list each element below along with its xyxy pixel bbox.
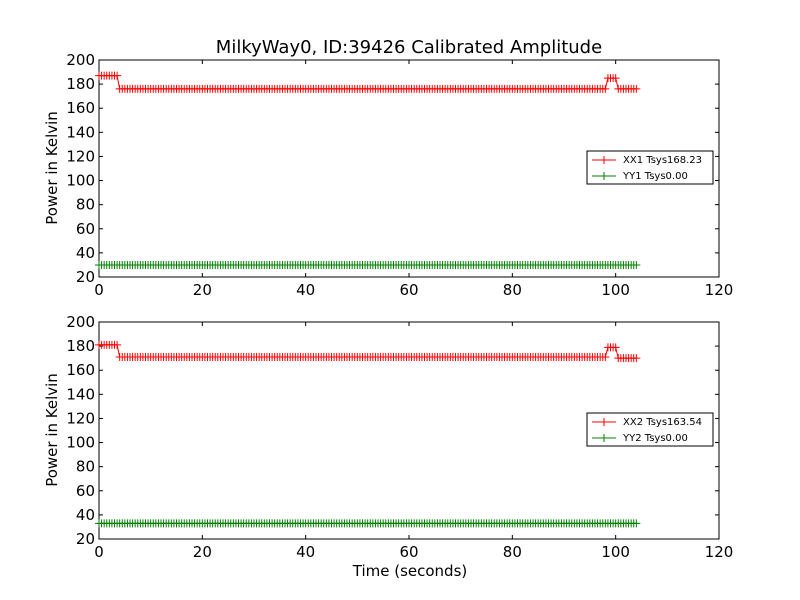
bottom-x-tick-label: 60	[399, 543, 418, 561]
top-x-tick-label: 120	[705, 281, 734, 299]
legend-marker-yy1	[600, 172, 608, 180]
legend-label-xx2: XX2 Tsys163.54	[623, 417, 702, 428]
top-series-yy	[95, 260, 641, 269]
bottom-data-point-marker	[632, 519, 641, 528]
bottom-y-tick-label: 100	[66, 434, 95, 452]
legend-marker-yy2	[600, 434, 608, 442]
bottom-data-point-marker	[601, 352, 610, 361]
top-data-point-marker	[632, 260, 641, 269]
top-x-tick-label: 0	[94, 281, 104, 299]
bottom-series-xx	[95, 340, 641, 363]
chart-title: MilkyWay0, ID:39426 Calibrated Amplitude	[216, 37, 602, 58]
top-x-tick-label: 80	[503, 281, 522, 299]
top-x-tick-label: 60	[399, 281, 418, 299]
top-x-tick-label: 100	[601, 281, 630, 299]
bottom-x-tick-label: 20	[193, 543, 212, 561]
legend-label-yy1: YY1 Tsys0.00	[622, 171, 688, 182]
bottom-legend: XX2 Tsys163.54 YY2 Tsys0.00	[586, 412, 714, 447]
legend-label-yy2: YY2 Tsys0.00	[622, 433, 688, 444]
bottom-y-tick-label: 160	[66, 361, 95, 379]
top-x-tick-label: 40	[296, 281, 315, 299]
top-data-point-marker	[611, 74, 620, 83]
bottom-y-axis-label: Power in Kelvin	[43, 373, 61, 487]
x-axis-label: Time (seconds)	[352, 562, 468, 580]
top-ticks: 0 20 40 60 80 100 1202040608010012014016018020…	[66, 51, 733, 299]
top-y-tick-label: 140	[66, 123, 95, 141]
legend-marker-xx2	[600, 418, 608, 426]
top-subplot: Power in Kelvin 0 20 40 60 80 100 120204060801…	[43, 51, 733, 299]
top-y-axis-label: Power in Kelvin	[43, 111, 61, 225]
bottom-x-tick-label: 0	[94, 543, 104, 561]
bottom-data-point-marker	[611, 343, 620, 352]
top-data-point-marker	[601, 84, 610, 93]
top-x-tick-label: 20	[193, 281, 212, 299]
top-y-tick-label: 120	[66, 147, 95, 165]
bottom-ticks: 0 20 40 60 80 100 1202040608010012014016018020…	[66, 313, 733, 561]
bottom-y-tick-label: 80	[76, 458, 95, 476]
top-y-tick-label: 180	[66, 75, 95, 93]
bottom-subplot: Power in Kelvin Time (seconds) 0 20 40 60 80…	[43, 313, 733, 580]
legend-marker-xx1	[600, 156, 608, 164]
bottom-series-layer	[95, 340, 641, 528]
bottom-y-tick-label: 120	[66, 409, 95, 427]
bottom-legend-box	[586, 412, 714, 447]
top-y-tick-label: 100	[66, 172, 95, 190]
bottom-y-tick-label: 200	[66, 313, 95, 331]
legend-label-xx1: XX1 Tsys168.23	[623, 155, 702, 166]
top-y-tick-label: 200	[66, 51, 95, 69]
bottom-y-tick-label: 60	[76, 482, 95, 500]
bottom-x-tick-label: 100	[601, 543, 630, 561]
bottom-y-tick-label: 40	[76, 506, 95, 524]
bottom-data-point-marker	[632, 354, 641, 363]
top-data-point-marker	[113, 71, 122, 80]
bottom-data-point-marker	[113, 340, 122, 349]
top-y-tick-label: 60	[76, 220, 95, 238]
bottom-x-tick-label: 80	[503, 543, 522, 561]
top-series-xx	[95, 71, 641, 93]
bottom-x-tick-label: 120	[705, 543, 734, 561]
top-y-tick-label: 40	[76, 244, 95, 262]
top-y-tick-label: 20	[76, 268, 95, 286]
top-series-layer	[95, 71, 641, 269]
bottom-y-tick-label: 180	[66, 337, 95, 355]
top-data-point-marker	[632, 84, 641, 93]
top-y-tick-label: 160	[66, 99, 95, 117]
top-legend-box	[586, 150, 714, 185]
bottom-y-tick-label: 140	[66, 385, 95, 403]
top-legend: XX1 Tsys168.23 YY1 Tsys0.00	[586, 150, 714, 185]
bottom-series-yy	[95, 519, 641, 528]
top-y-tick-label: 80	[76, 196, 95, 214]
bottom-y-tick-label: 20	[76, 530, 95, 548]
bottom-x-tick-label: 40	[296, 543, 315, 561]
